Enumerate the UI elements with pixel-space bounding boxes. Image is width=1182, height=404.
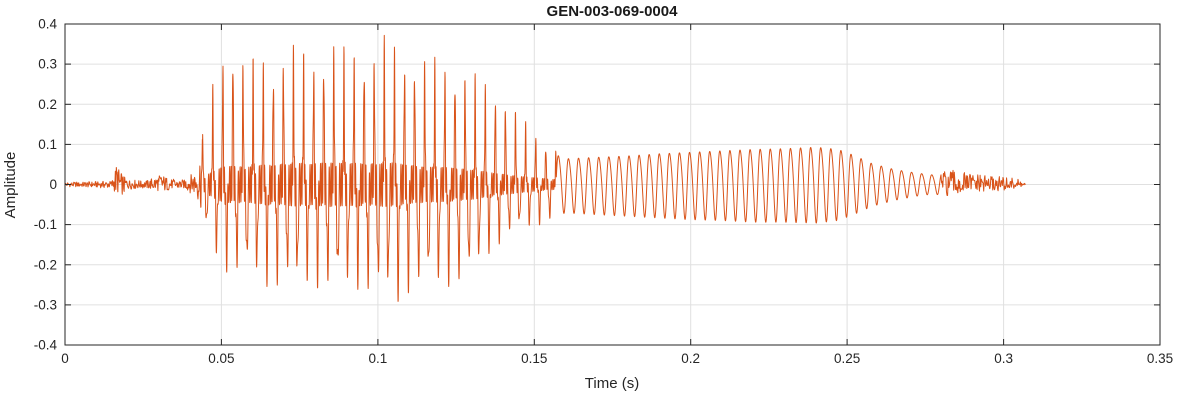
tick-labels-layer: 0 0.05 0.1 0.15 0.2 0.25 0.3 0.35 -0.4 -0.3 -0.2 -0… bbox=[34, 17, 1173, 367]
x-axis-label: Time (s) bbox=[585, 375, 639, 392]
x-tick-label: 0.05 bbox=[208, 351, 234, 366]
x-tick-label: 0 bbox=[61, 351, 69, 366]
waveform-path bbox=[65, 34, 1026, 302]
y-axis-label: Amplitude bbox=[2, 152, 19, 219]
y-tick-label: -0.2 bbox=[34, 257, 57, 272]
x-tick-label: 0.15 bbox=[521, 351, 547, 366]
x-tick-label: 0.3 bbox=[994, 351, 1013, 366]
x-tick-label: 0.2 bbox=[681, 351, 700, 366]
x-tick-label: 0.35 bbox=[1147, 351, 1173, 366]
y-tick-label: 0.1 bbox=[38, 137, 57, 152]
y-tick-label: 0.4 bbox=[38, 17, 57, 32]
x-tick-label: 0.1 bbox=[369, 351, 388, 366]
y-tick-label: -0.1 bbox=[34, 217, 57, 232]
x-tick-label: 0.25 bbox=[834, 351, 860, 366]
chart-title: GEN-003-069-0004 bbox=[547, 3, 679, 20]
y-tick-label: 0.2 bbox=[38, 97, 57, 112]
y-tick-label: -0.3 bbox=[34, 297, 57, 312]
y-tick-label: 0.3 bbox=[38, 57, 57, 72]
axes-layer bbox=[64, 23, 1161, 346]
y-tick-label: -0.4 bbox=[34, 338, 58, 353]
waveform-layer bbox=[65, 34, 1026, 302]
y-tick-label: 0 bbox=[49, 177, 57, 192]
